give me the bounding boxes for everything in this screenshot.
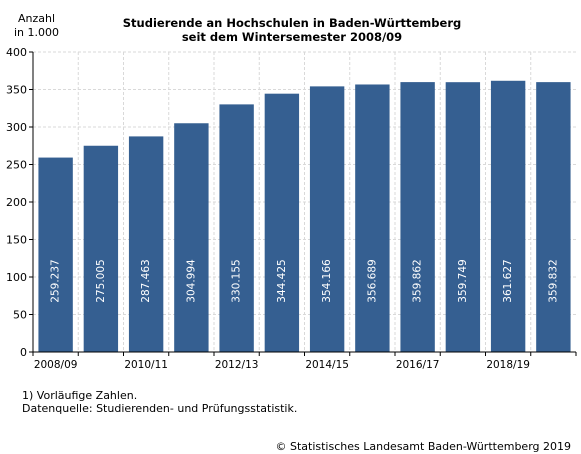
chart-title-line1: Studierende an Hochschulen in Baden-Würt… — [123, 16, 461, 30]
gridlines — [33, 51, 576, 352]
bar — [445, 82, 481, 353]
bar — [83, 145, 119, 352]
bar — [400, 82, 435, 352]
y-tick-label: 350 — [6, 84, 27, 97]
y-tick-label: 50 — [13, 309, 27, 322]
bar-value-label: 344.425 — [276, 259, 288, 302]
y-tick-label: 200 — [6, 196, 27, 209]
y-axis-unit-line1: Anzahl — [18, 12, 55, 25]
bar-value-label: 304.994 — [185, 259, 197, 303]
bar — [264, 93, 300, 353]
y-axis-ticks: 0 50 100 150 200 250 300 350 400 — [6, 46, 33, 359]
bar-value-label: 359.862 — [412, 259, 424, 302]
x-tick-label: 2012/13 — [215, 359, 259, 371]
footnote: 1) Vorläufige Zahlen. — [22, 389, 138, 402]
bar-value-label: 356.689 — [366, 259, 378, 302]
bar-value-label: 361.627 — [502, 259, 514, 302]
y-tick-label: 0 — [20, 346, 27, 359]
x-axis: 2008/09 2010/11 2012/13 2014/15 2016/17 2018/… — [32, 52, 577, 371]
y-tick-label: 300 — [6, 121, 27, 134]
bar — [536, 82, 571, 352]
y-tick-label: 400 — [6, 46, 27, 59]
y-axis-unit-line2: in 1.000 — [14, 26, 59, 39]
bar-chart: Studierende an Hochschulen in Baden-Würt… — [6, 12, 577, 371]
x-tick-label: 2014/15 — [305, 359, 349, 371]
y-tick-label: 100 — [6, 271, 27, 284]
bar — [219, 104, 254, 352]
x-tick-label: 2008/09 — [34, 359, 78, 371]
bar-value-label: 354.166 — [321, 259, 333, 303]
bar — [38, 157, 73, 352]
bar-value-label: 330.155 — [231, 259, 243, 302]
bar — [174, 123, 209, 352]
x-tick-label: 2016/17 — [396, 359, 440, 371]
chart-title-line2: seit dem Wintersemester 2008/09 — [182, 30, 402, 44]
bar-value-label: 359.832 — [547, 259, 559, 302]
bar — [128, 136, 164, 352]
bar-value-label: 275.005 — [95, 259, 107, 302]
bar-value-label: 359.749 — [457, 259, 469, 302]
data-source: Datenquelle: Studierenden- und Prüfungss… — [22, 402, 298, 415]
bar — [309, 86, 345, 353]
x-tick-label: 2018/19 — [486, 359, 530, 371]
bar — [355, 84, 390, 353]
x-tick-label: 2010/11 — [124, 359, 168, 371]
y-tick-label: 150 — [6, 234, 27, 247]
bar — [490, 80, 526, 352]
copyright: © Statistisches Landesamt Baden-Württemb… — [275, 440, 571, 453]
bars: 259.237 275.005 287.463 304.994 330.155 344.4… — [38, 80, 571, 353]
y-tick-label: 250 — [6, 159, 27, 172]
bar-value-label: 259.237 — [50, 259, 62, 302]
bar-value-label: 287.463 — [140, 259, 152, 302]
